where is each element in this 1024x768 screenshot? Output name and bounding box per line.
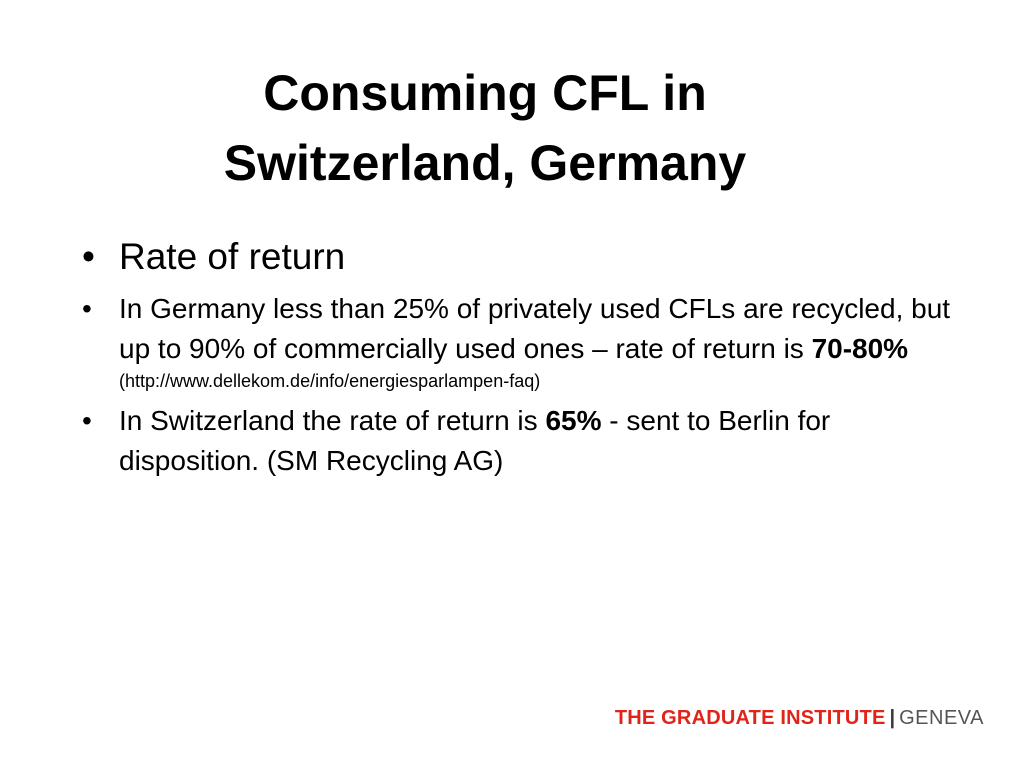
bullet-text: In Switzerland the rate of return is (119, 405, 546, 436)
bullet-text-continued: - sent to Berlin for disposition. (SM Re… (119, 405, 831, 476)
bullet-text: In Germany less than 25% of privately us… (119, 293, 951, 364)
bullet-switzerland: • In Switzerland the rate of return is 6… (78, 401, 958, 481)
institution-logo: THE GRADUATE INSTITUTE | GENEVA (615, 705, 984, 731)
bullet-highlight-value: 65% (545, 405, 602, 436)
bullet-text: Rate of return (119, 236, 346, 277)
bullet-rate-of-return: • Rate of return (78, 230, 958, 284)
source-citation: (http://www.dellekom.de/info/energiespar… (119, 371, 541, 391)
bullet-list: • Rate of return • In Germany less than … (78, 230, 958, 481)
slide-title: Consuming CFL in Switzerland, Germany (100, 58, 870, 198)
bullet-marker: • (82, 293, 92, 324)
logo-institution-name: THE GRADUATE INSTITUTE (614, 707, 886, 729)
logo-separator: | (889, 707, 896, 729)
bullet-marker: • (82, 405, 92, 436)
bullet-marker: • (82, 236, 95, 277)
bullet-highlight-value: 70-80% (811, 333, 909, 364)
logo-city: GENEVA (899, 707, 984, 729)
title-line-2: Switzerland, Germany (223, 135, 747, 191)
title-line-1: Consuming CFL in (263, 65, 707, 121)
bullet-germany: • In Germany less than 25% of privately … (78, 289, 958, 393)
